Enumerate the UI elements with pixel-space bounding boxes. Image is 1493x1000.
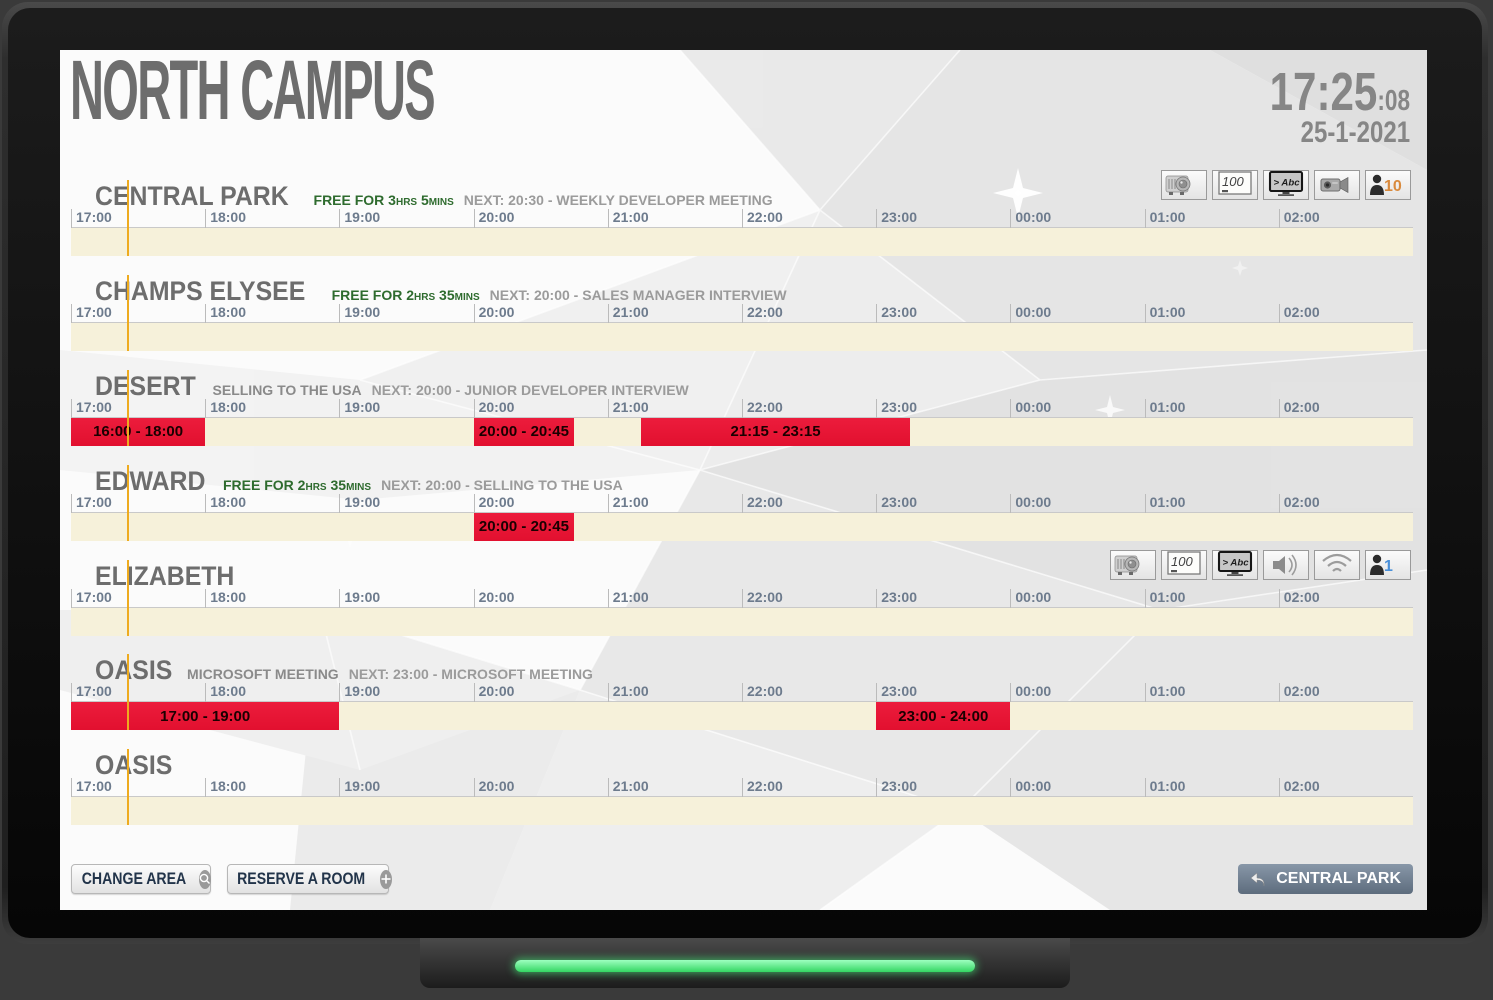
svg-text:1: 1	[1384, 558, 1393, 575]
svg-text:> Abc: > Abc	[1223, 557, 1250, 568]
svg-text:100: 100	[1171, 554, 1193, 569]
svg-text:100: 100	[1222, 174, 1244, 189]
svg-text:10: 10	[1384, 178, 1402, 195]
svg-text:> Abc: > Abc	[1274, 178, 1301, 189]
